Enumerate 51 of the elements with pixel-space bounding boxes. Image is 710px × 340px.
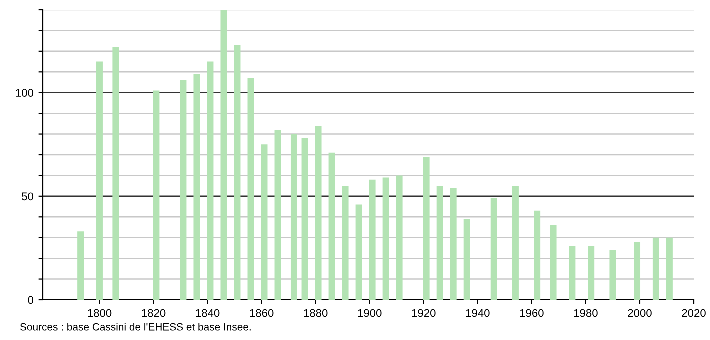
bar xyxy=(315,126,322,300)
bar xyxy=(550,225,557,300)
bar xyxy=(588,246,595,300)
y-tick-label: 50 xyxy=(22,192,34,201)
bar xyxy=(652,238,660,300)
bar xyxy=(194,74,200,300)
bar xyxy=(464,219,470,300)
bar xyxy=(153,90,160,300)
bar xyxy=(512,186,519,300)
bar xyxy=(261,144,268,300)
bar xyxy=(634,242,641,300)
bar xyxy=(423,157,430,300)
bar xyxy=(290,134,298,300)
x-tick-label: 2020 xyxy=(682,309,706,318)
x-tick-label: 1960 xyxy=(520,309,544,318)
bar xyxy=(220,10,228,300)
y-tick-label: 0 xyxy=(28,296,34,304)
source-note: Sources : base Cassini de l'EHESS et base Insee. xyxy=(20,323,251,331)
bar xyxy=(274,130,282,300)
bar xyxy=(396,176,403,300)
x-tick-label: 1880 xyxy=(304,309,328,318)
x-tick-label: 1940 xyxy=(466,309,490,318)
x-tick-label: 1840 xyxy=(196,309,220,318)
bar xyxy=(78,232,84,300)
bar xyxy=(569,246,576,300)
bar xyxy=(207,62,214,300)
bar xyxy=(534,210,541,300)
y-tick-label: 100 xyxy=(16,89,34,97)
x-tick-label: 1900 xyxy=(358,309,382,318)
bar xyxy=(356,204,362,300)
bar xyxy=(328,152,336,300)
bar xyxy=(234,45,241,300)
x-tick-label: 1920 xyxy=(412,309,436,318)
bar xyxy=(112,47,120,300)
bar xyxy=(248,78,254,300)
x-tick-label: 1800 xyxy=(88,309,112,318)
bar xyxy=(610,250,616,300)
bar xyxy=(490,198,498,300)
x-tick-label: 1820 xyxy=(142,309,166,318)
bar xyxy=(450,188,457,300)
bar xyxy=(96,62,103,300)
bar xyxy=(369,180,376,300)
x-tick-label: 1980 xyxy=(574,309,598,318)
bar xyxy=(342,186,349,300)
x-tick-label: 1860 xyxy=(250,309,274,318)
x-tick-label: 2000 xyxy=(628,309,652,318)
bar xyxy=(666,238,673,300)
bar xyxy=(180,80,187,300)
bar xyxy=(302,138,308,300)
bar xyxy=(382,178,390,300)
bar xyxy=(436,186,444,300)
